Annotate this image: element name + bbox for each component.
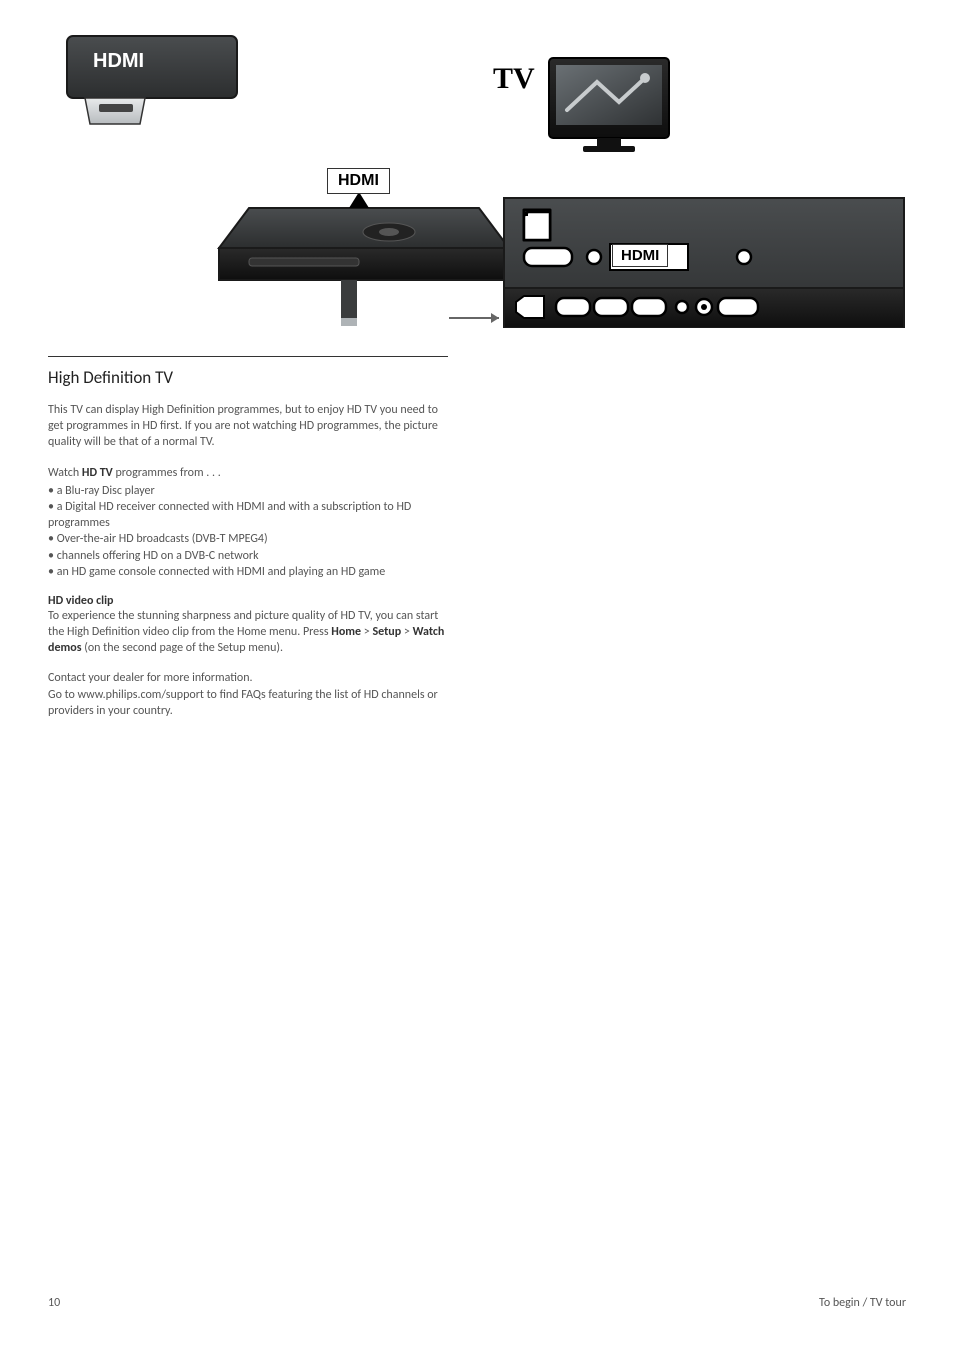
clip-gt-2: > (401, 625, 412, 639)
bullet-item: • Over-the-air HD broadcasts (DVB-T MPEG… (48, 531, 448, 547)
clip-subhead: HD video clip (48, 594, 448, 608)
intro-paragraph: This TV can display High Definition prog… (48, 402, 448, 451)
page-footer: 10 To begin / TV tour (48, 1296, 906, 1310)
clip-paragraph: To experience the stunning sharpness and… (48, 608, 448, 657)
section-divider (48, 356, 448, 357)
contact-paragraph: Contact your dealer for more information… (48, 670, 448, 719)
clip-gt-1: > (361, 625, 372, 639)
clip-body-2: (on the second page of the Setup menu). (81, 641, 283, 655)
watch-suffix: programmes from . . . (113, 466, 221, 480)
breadcrumb: To begin / TV tour (819, 1296, 906, 1310)
diagram-label-hdmi-port: HDMI (612, 244, 668, 267)
bullet-list: • a Blu-ray Disc player • a Digital HD r… (48, 483, 448, 580)
page-number: 10 (48, 1296, 60, 1310)
clip-bold-setup: Setup (372, 625, 401, 639)
bullet-item: • an HD game console connected with HDMI… (48, 564, 448, 580)
watch-bold: HD TV (82, 466, 113, 480)
bullet-item: • a Blu-ray Disc player (48, 483, 448, 499)
content-column: High Definition TV This TV can display H… (48, 367, 448, 719)
watch-line: Watch HD TV programmes from . . . (48, 465, 448, 481)
watch-prefix: Watch (48, 466, 82, 480)
diagram-label-hdmi-box: HDMI (327, 168, 390, 194)
section-title: High Definition TV (48, 367, 448, 388)
diagram-label-tv: TV (493, 62, 535, 96)
hdmi-connection-diagram: HDMI TV HDMI HDMI (49, 28, 905, 328)
clip-bold-home: Home (331, 625, 361, 639)
diagram-label-hdmi-plug: HDMI (93, 50, 144, 73)
bullet-item: • channels offering HD on a DVB-C networ… (48, 548, 448, 564)
bullet-item: • a Digital HD receiver connected with H… (48, 499, 448, 531)
